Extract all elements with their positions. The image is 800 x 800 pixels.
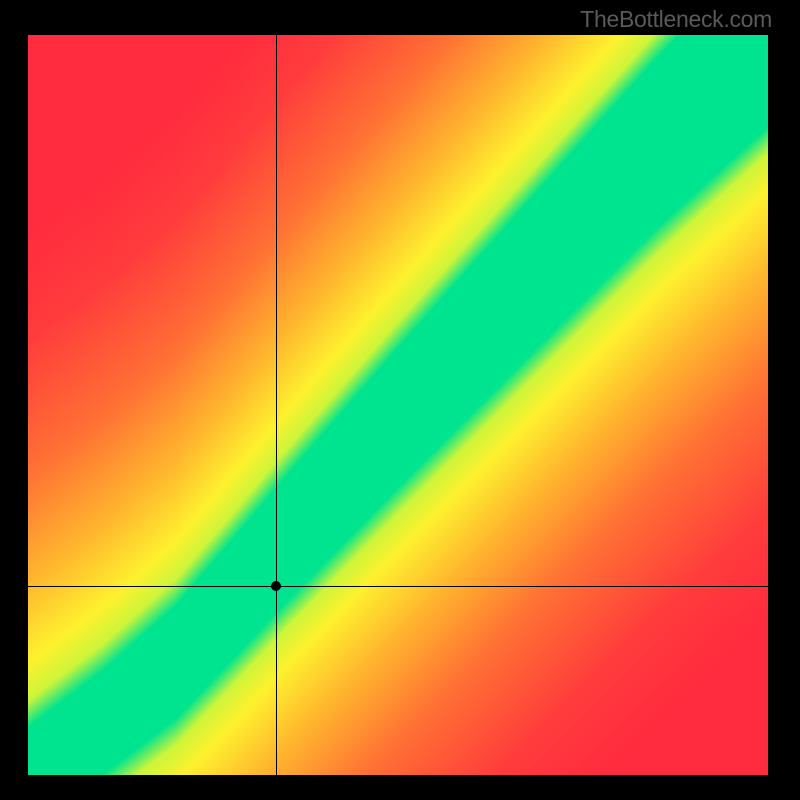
attribution-text: TheBottleneck.com bbox=[580, 6, 772, 33]
crosshair-marker bbox=[271, 581, 281, 591]
root-container: TheBottleneck.com bbox=[0, 0, 800, 800]
crosshair-horizontal-line bbox=[28, 586, 768, 587]
crosshair-vertical-line bbox=[276, 35, 277, 775]
heatmap-canvas bbox=[28, 35, 768, 775]
heatmap-plot bbox=[28, 35, 768, 775]
